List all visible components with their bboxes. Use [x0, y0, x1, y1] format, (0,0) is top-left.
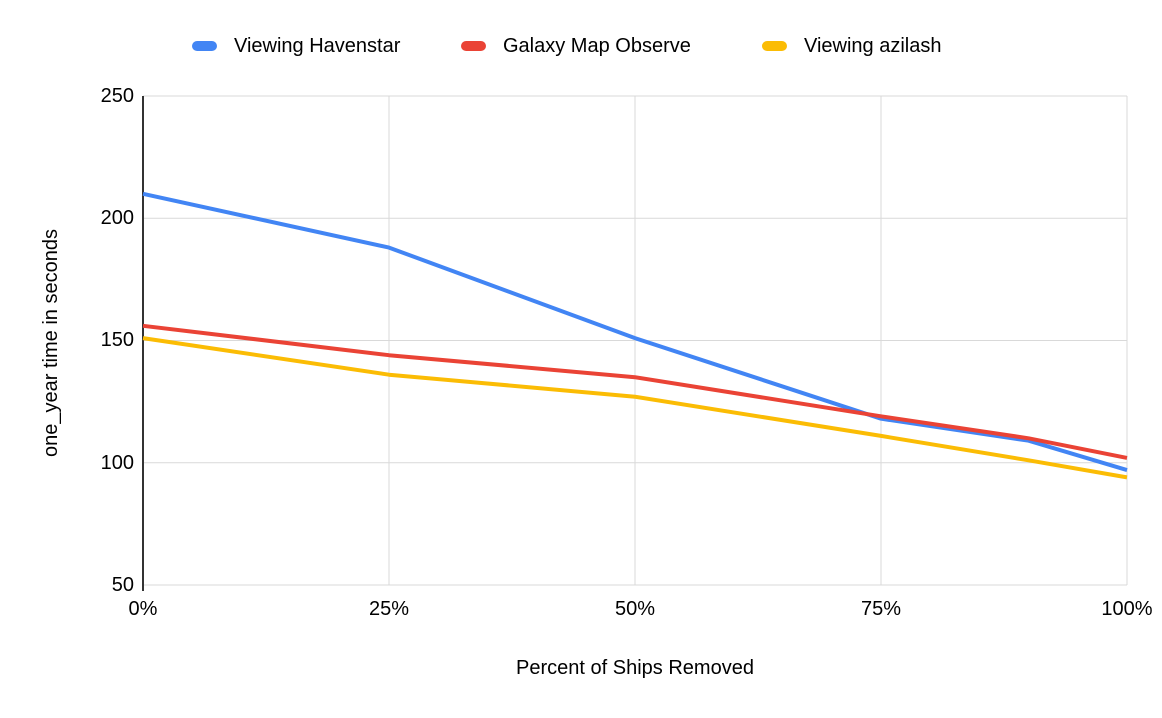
y-tick-label-100: 100 — [100, 452, 134, 474]
y-tick-label-200: 200 — [100, 207, 134, 229]
x-tick-label-100: 100% — [1101, 598, 1153, 620]
y-tick-label-250: 250 — [100, 85, 134, 107]
legend-label: Galaxy Map Observe — [503, 35, 691, 57]
y-axis-title: one_year time in seconds — [40, 229, 62, 457]
x-axis-title: Percent of Ships Removed — [516, 657, 754, 679]
legend-label: Viewing azilash — [804, 35, 942, 57]
legend-swatch-red — [461, 41, 486, 51]
x-tick-label-75: 75% — [860, 598, 902, 620]
legend-label: Viewing Havenstar — [234, 35, 401, 57]
x-tick-label-25: 25% — [368, 598, 410, 620]
series-line-viewing-havenstar[interactable] — [142, 191, 1128, 473]
series-line-viewing-azilash[interactable] — [142, 336, 1128, 480]
legend-item-viewing-azilash[interactable]: Viewing azilash — [762, 33, 942, 59]
y-tick-label-150: 150 — [100, 329, 134, 351]
legend-swatch-blue — [192, 41, 217, 51]
x-tick-label-0: 0% — [128, 598, 158, 620]
series-line-galaxy-map-observe[interactable] — [142, 323, 1128, 460]
legend-item-galaxy-map-observe[interactable]: Galaxy Map Observe — [461, 33, 691, 59]
x-tick-label-50: 50% — [614, 598, 656, 620]
y-tick-label-50: 50 — [111, 574, 134, 596]
legend-swatch-yellow — [762, 41, 787, 51]
legend-item-viewing-havenstar[interactable]: Viewing Havenstar — [192, 33, 400, 59]
